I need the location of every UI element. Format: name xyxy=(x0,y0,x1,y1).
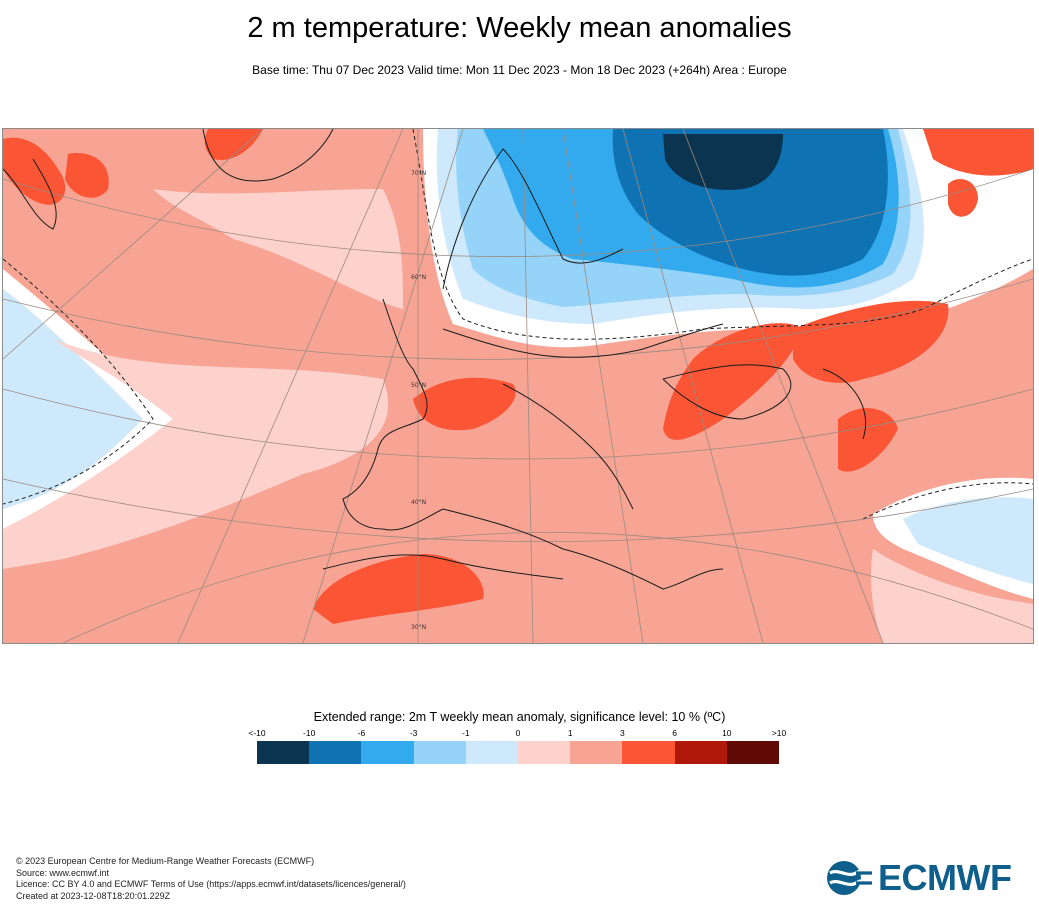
anomaly-hot-greenland xyxy=(65,153,109,198)
legend-colorbar xyxy=(257,741,780,764)
legend-swatch xyxy=(726,741,780,764)
anomaly-cold-southeast xyxy=(903,497,1033,584)
legend-swatch xyxy=(465,741,519,764)
footer: © 2023 European Centre for Medium-Range … xyxy=(16,856,406,902)
lat-label-60: 60°N xyxy=(411,274,426,281)
significance-contour-west xyxy=(3,258,154,505)
footer-copyright: © 2023 European Centre for Medium-Range … xyxy=(16,856,315,866)
legend-tick-label: -3 xyxy=(409,728,418,738)
significance-contour-north xyxy=(412,129,1033,340)
lat-label-30: 30°N xyxy=(411,624,426,631)
anomaly-hot-sahara xyxy=(313,554,484,624)
lat-label-40: 40°N xyxy=(411,499,426,506)
significance-contour-southeast xyxy=(862,482,1033,520)
anomaly-cold-west xyxy=(3,289,143,509)
anomaly-neutral-west xyxy=(3,269,173,529)
legend-tick-label: 10 xyxy=(722,728,732,738)
legend-tick-label: 6 xyxy=(672,728,677,738)
legend-swatch xyxy=(257,741,310,764)
legend-swatch xyxy=(570,741,623,764)
legend-tick-label: 1 xyxy=(567,728,573,738)
chart-subtitle: Base time: Thu 07 Dec 2023 Valid time: M… xyxy=(252,63,787,77)
legend-tick-label: -6 xyxy=(357,728,366,738)
legend-tick-label: <-10 xyxy=(248,728,266,738)
legend-tick-label: -10 xyxy=(303,728,316,738)
footer-licence: Licence: CC BY 4.0 and ECMWF Terms of Us… xyxy=(16,879,406,889)
anomaly-hot-greenland-north xyxy=(204,129,263,160)
ecmwf-logo-icon xyxy=(827,861,872,895)
legend-swatch xyxy=(309,741,362,764)
map-canvas: 70°N 60°N 50°N 40°N 30°N xyxy=(3,129,1033,643)
legend-title: Extended range: 2m T weekly mean anomaly… xyxy=(313,710,726,724)
graticule xyxy=(3,129,1033,643)
anomaly-warm-light-atlantic xyxy=(3,339,389,569)
footer-created: Created at 2023-12-08T18:20:01.229Z xyxy=(16,890,171,901)
lat-label-70: 70°N xyxy=(411,170,426,177)
coastlines xyxy=(3,129,867,590)
legend-swatch xyxy=(413,741,466,764)
anomaly-warm-light-southeast xyxy=(871,549,1033,643)
legend-swatch xyxy=(622,741,675,764)
anomaly-hot-russia-south xyxy=(793,300,949,383)
anomaly-hot-ukraine xyxy=(663,323,803,440)
anomaly-hot-ural xyxy=(923,129,1033,176)
anomaly-hot-france xyxy=(413,377,516,431)
anomaly-map: 70°N 60°N 50°N 40°N 30°N xyxy=(2,128,1034,644)
legend-swatch xyxy=(518,741,571,764)
legend-swatch xyxy=(674,741,727,764)
footer-source: Source: www.ecmwf.int xyxy=(16,867,110,878)
anomaly-warm-light-north xyxy=(153,189,403,309)
chart-title: 2 m temperature: Weekly mean anomalies xyxy=(247,12,792,44)
legend-ticks: <-10 -10 -6 -3 -1 0 1 3 6 10 >10 xyxy=(248,728,786,740)
legend-tick-label: -1 xyxy=(462,728,470,738)
legend-tick-label: 0 xyxy=(515,728,521,738)
lat-label-50: 50°N xyxy=(411,382,426,389)
anomaly-cold-extreme xyxy=(663,134,783,190)
legend-tick-label: >10 xyxy=(771,728,787,738)
ecmwf-logo-text: ECMWF xyxy=(878,857,1012,898)
ecmwf-logo: ECMWF xyxy=(826,857,1012,898)
legend-swatch xyxy=(361,741,414,764)
legend-tick-label: 3 xyxy=(620,728,625,738)
